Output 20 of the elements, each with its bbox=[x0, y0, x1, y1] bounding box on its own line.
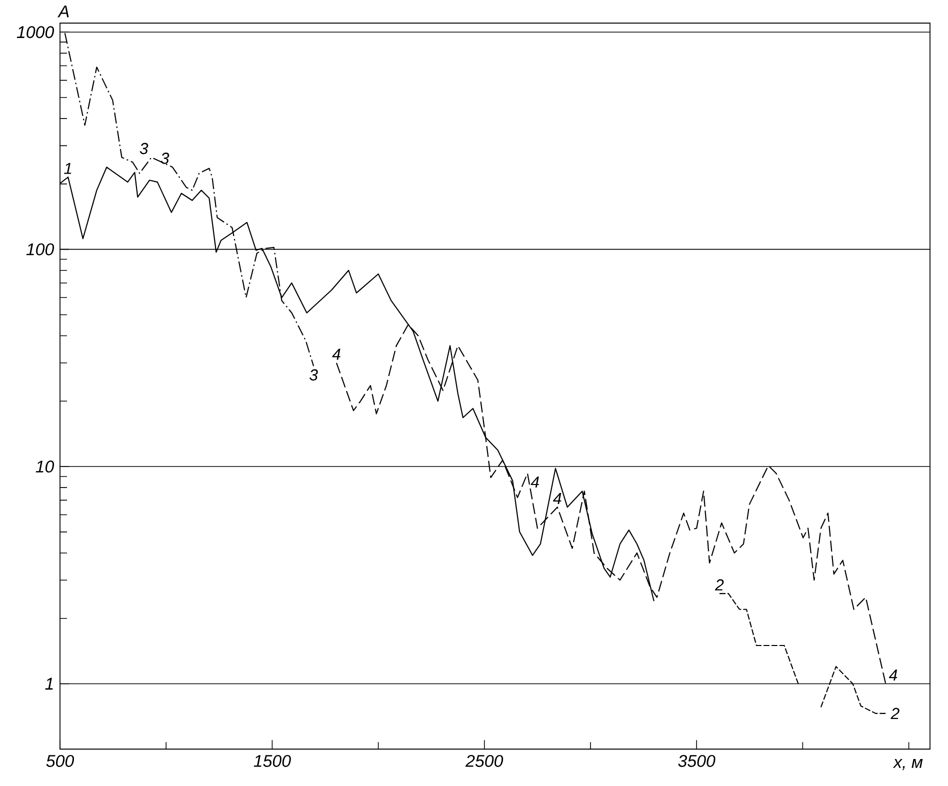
annotation: 3 bbox=[310, 369, 318, 381]
x-axis-title: x, м bbox=[892, 758, 923, 770]
x-tick-label: 2500 bbox=[465, 754, 504, 767]
x-tick-label: 1500 bbox=[254, 754, 291, 767]
annotation: 2 bbox=[890, 708, 900, 719]
y-tick-label: 1000 bbox=[16, 26, 54, 38]
annotation: 3 bbox=[140, 142, 148, 154]
annotation: 2 bbox=[714, 579, 724, 590]
annotation: 1 bbox=[64, 162, 72, 174]
x-tick-label: 500 bbox=[46, 754, 74, 767]
x-tick-label: 3500 bbox=[678, 754, 716, 767]
y-tick-label: 10 bbox=[36, 460, 54, 472]
annotation: 3 bbox=[160, 152, 170, 164]
annotation: 4 bbox=[888, 670, 898, 680]
annotation: 4 bbox=[332, 348, 340, 360]
annotation: 4 bbox=[553, 492, 562, 504]
y-axis-title: A bbox=[58, 6, 69, 18]
y-tick-label: 1 bbox=[45, 678, 53, 690]
annotation: 4 bbox=[530, 476, 539, 488]
y-tick-label: 100 bbox=[26, 243, 54, 256]
